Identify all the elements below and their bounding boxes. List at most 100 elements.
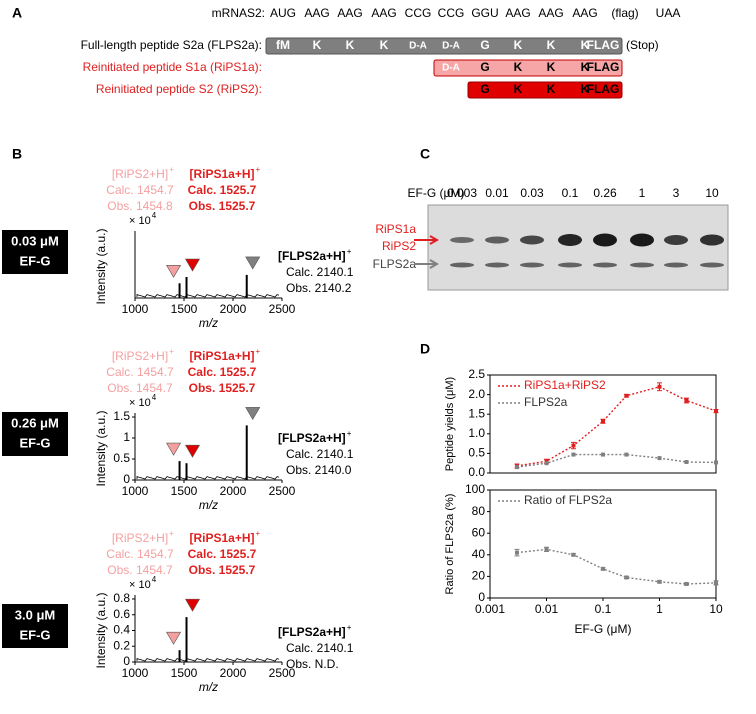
ion-label: [RiPS1a+H] [189, 167, 254, 181]
obs-mass: Obs. 1454.8 [107, 199, 173, 213]
y-tick-label: 0.0 [468, 465, 485, 479]
ion-label: [RiPS1a+H] [189, 349, 254, 363]
x-tick-label: 1000 [122, 484, 149, 498]
residue: FLAG [587, 38, 620, 52]
band-label: RiPS2 [382, 239, 416, 253]
data-point [571, 452, 576, 457]
lane-label: 3 [673, 186, 680, 200]
calc-mass: Calc. 2140.1 [286, 265, 354, 279]
data-point [657, 579, 662, 584]
y-axis-label: Intensity (a.u.) [94, 592, 108, 668]
lane-label: 0.26 [593, 186, 617, 200]
y-tick-label: 0 [123, 654, 130, 668]
ion-label: [RiPS1a+H] [189, 531, 254, 545]
x-tick-label: 2500 [269, 302, 296, 316]
y-tick-label: 2.5 [468, 367, 485, 381]
residue: K [581, 38, 590, 52]
mrna-label: mRNAS2: [212, 6, 265, 20]
codon: AAG [572, 6, 597, 20]
y-axis-label: Ratio of FLPS2a (%) [444, 494, 456, 595]
x-tick-label: 0.1 [595, 602, 612, 616]
y-tick-label: 0 [478, 590, 485, 604]
gel-x-label: EF-G (μM) [408, 186, 465, 200]
obs-mass: Obs. 1525.7 [189, 199, 256, 213]
calc-mass: Calc. 2140.1 [286, 447, 354, 461]
ion-label: [RiPS2+H] [112, 167, 168, 181]
ion-label: [FLPS2a+H] [278, 431, 346, 445]
gel-band [450, 262, 474, 268]
residue: FLAG [587, 60, 620, 74]
y-tick-label: 0.8 [113, 591, 130, 605]
ion-label: [FLPS2a+H] [278, 249, 346, 263]
data-point [601, 419, 605, 424]
data-point [624, 575, 629, 580]
codon: CCG [438, 6, 465, 20]
x-tick-label: 2500 [269, 484, 296, 498]
x-axis-label: m/z [199, 680, 218, 694]
residue: K [547, 82, 556, 96]
y-tick-label: 0.4 [113, 623, 130, 637]
peptide-bar [433, 59, 623, 77]
codon: (flag) [611, 6, 638, 20]
data-point [714, 409, 718, 414]
data-point [657, 456, 662, 461]
calc-mass: Calc. 1454.7 [106, 183, 174, 197]
scale-exponent: 4 [152, 575, 157, 584]
lane-label: 10 [705, 186, 719, 200]
peptide-bar [265, 37, 623, 55]
x-tick-label: 1000 [122, 666, 149, 680]
residue: G [480, 38, 489, 52]
lane-label: 0.01 [485, 186, 509, 200]
x-axis-label: m/z [199, 316, 218, 330]
codon: AAG [337, 6, 362, 20]
codon: AAG [538, 6, 563, 20]
codon: UAA [656, 6, 681, 20]
panel-label: C [420, 146, 430, 162]
obs-mass: Obs. 2140.0 [286, 463, 352, 477]
codon: AUG [270, 6, 296, 20]
ion-charge: + [347, 247, 352, 256]
ion-charge: + [256, 347, 261, 356]
y-axis-label: Intensity (a.u.) [94, 410, 108, 486]
data-line [516, 386, 717, 467]
x-axis-label: m/z [199, 498, 218, 512]
gel-band [593, 233, 617, 247]
x-tick-label: 1500 [171, 666, 198, 680]
calc-mass: Calc. 1454.7 [106, 365, 174, 379]
ion-label: [RiPS2+H] [112, 531, 168, 545]
x-tick-label: 2000 [220, 302, 247, 316]
gel-band [450, 237, 474, 243]
condition-box [2, 230, 68, 274]
codon: GGU [471, 6, 498, 20]
data-point [601, 452, 605, 457]
calc-mass: Calc. 2140.1 [286, 641, 354, 655]
condition-text: EF-G [19, 435, 50, 450]
scale-label: × 10 [129, 579, 151, 591]
x-tick-label: 2500 [269, 666, 296, 680]
y-tick-label: 40 [472, 547, 486, 561]
y-tick-label: 1.0 [468, 426, 485, 440]
scale-exponent: 4 [152, 211, 157, 220]
gel-band [664, 235, 688, 245]
legend-label: RiPS1a+RiPS2 [524, 378, 606, 392]
condition-text: 0.26 μM [11, 415, 59, 430]
x-axis-label: EF-G (μM) [575, 622, 632, 636]
x-tick-label: 2000 [220, 484, 247, 498]
peak-arrowhead [184, 444, 201, 458]
residue: K [514, 38, 523, 52]
obs-mass: Obs. 1525.7 [189, 381, 256, 395]
gel-band [558, 234, 582, 246]
x-tick-label: 0.01 [535, 602, 559, 616]
residue: fM [276, 38, 290, 52]
ion-charge: + [169, 165, 174, 174]
y-tick-label: 2.0 [468, 387, 485, 401]
baseline-noise [136, 294, 280, 298]
y-tick-label: 100 [465, 482, 485, 496]
peptide-bar [467, 81, 623, 99]
row-label: Reinitiated peptide S2 (RiPS2): [96, 82, 262, 96]
data-point [514, 550, 519, 555]
row-label: Reinitiated peptide S1a (RiPS1a): [83, 60, 262, 74]
x-tick-label: 2000 [220, 666, 247, 680]
